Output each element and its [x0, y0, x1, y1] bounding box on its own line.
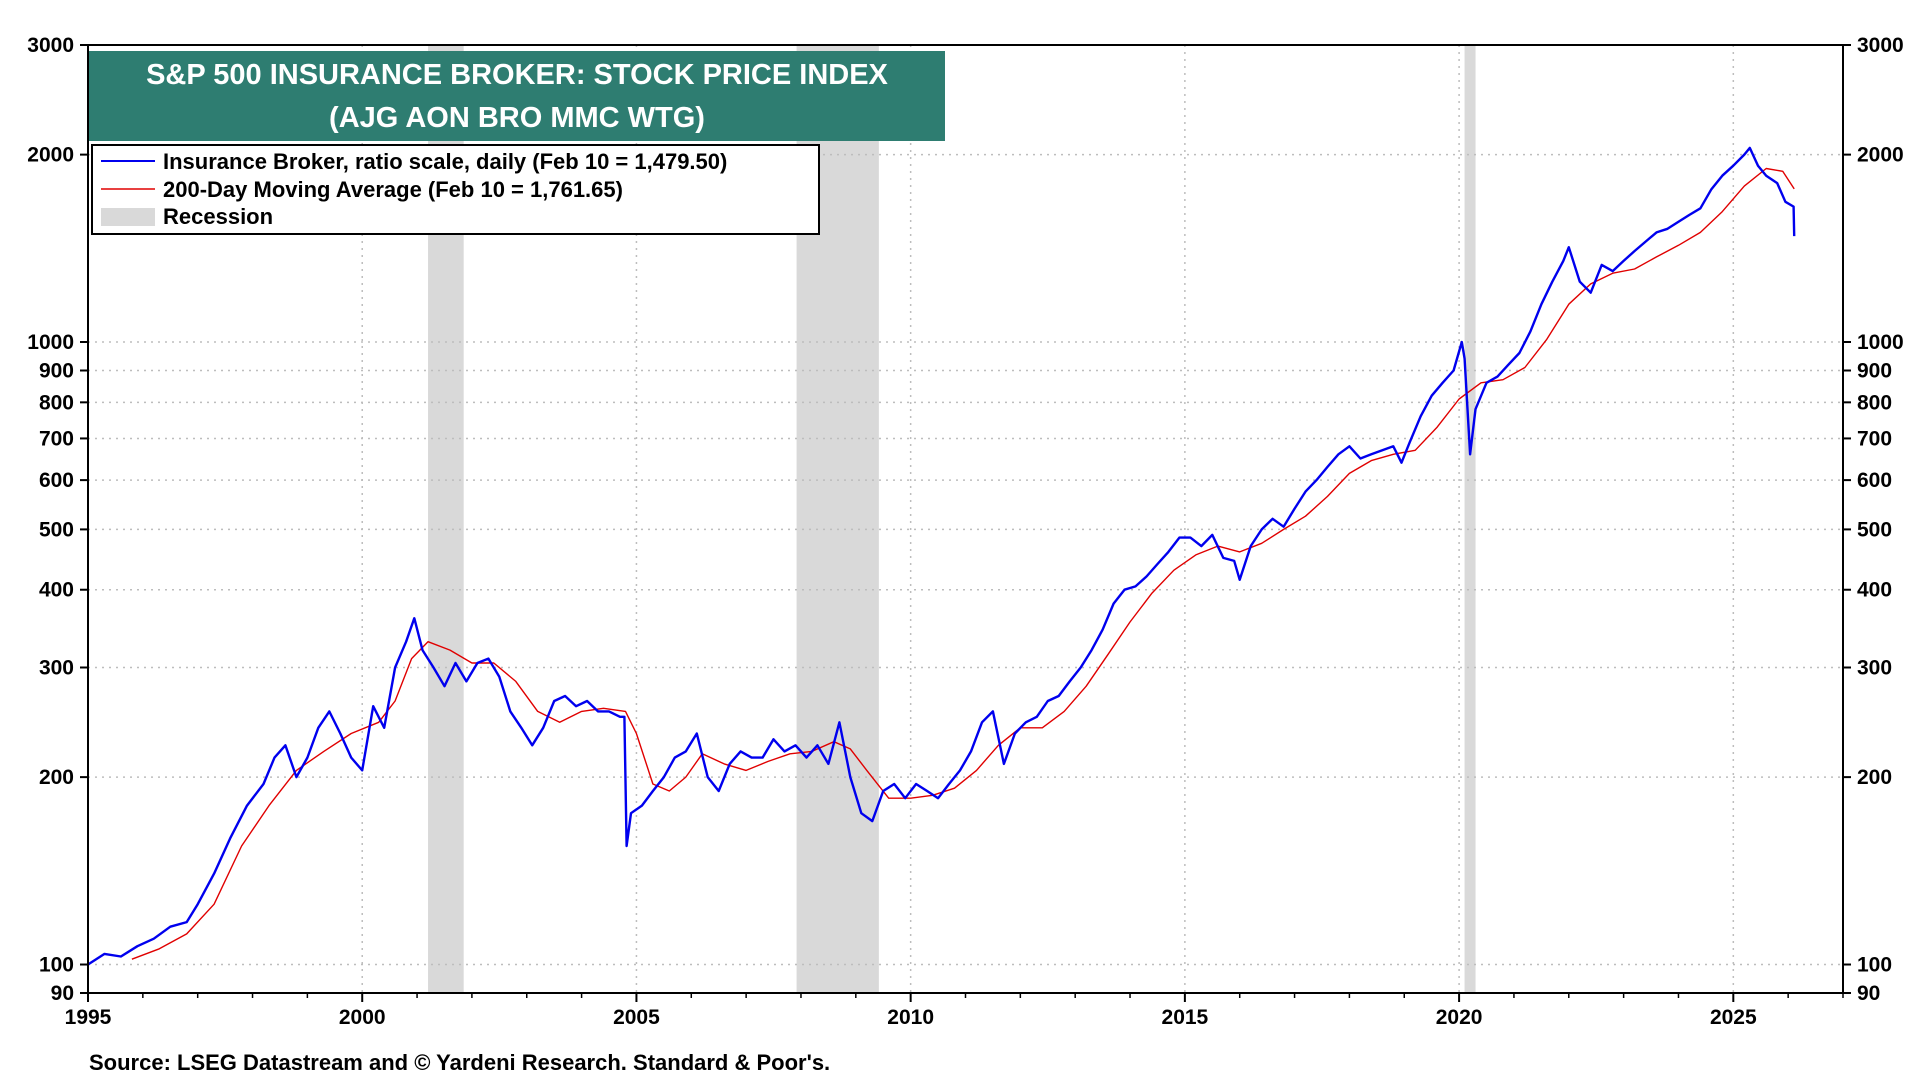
x-tick-label-2000: 2000 — [339, 1006, 386, 1029]
y-tick-label-right-1000: 1000 — [1857, 331, 1904, 354]
x-tick-label-2020: 2020 — [1436, 1006, 1483, 1029]
series-line-insurance-broker — [87, 146, 1796, 966]
y-tick-label-right-2000: 2000 — [1857, 144, 1904, 167]
y-tick-label-left-500: 500 — [39, 518, 74, 541]
axis-ticks: 1995 2000 2005 2010 2015 2020 2025 90 90 100 100 20… — [27, 34, 1903, 1029]
source-note: Source: LSEG Datastream and © Yardeni Re… — [89, 1050, 830, 1075]
chart-subtitle: (AJG AON BRO MMC WTG) — [329, 102, 705, 134]
y-tick-label-left-3000: 3000 — [27, 34, 74, 57]
y-tick-label-right-800: 800 — [1857, 391, 1892, 414]
y-tick-label-right-3000: 3000 — [1857, 34, 1904, 57]
y-tick-label-right-400: 400 — [1857, 579, 1892, 602]
y-tick-label-left-700: 700 — [39, 427, 74, 450]
legend: Insurance Broker, ratio scale, daily (Fe… — [91, 144, 820, 235]
y-tick-label-left-300: 300 — [39, 657, 74, 680]
legend-label-recession: Recession — [163, 204, 273, 229]
y-tick-label-left-900: 900 — [39, 359, 74, 382]
y-tick-label-right-100: 100 — [1857, 954, 1892, 977]
y-tick-label-left-2000: 2000 — [27, 144, 74, 167]
y-tick-label-right-700: 700 — [1857, 427, 1892, 450]
legend-label-ma: 200-Day Moving Average (Feb 10 = 1,761.6… — [163, 177, 623, 202]
series-lines — [87, 146, 1796, 966]
legend-swatch-recession — [101, 208, 155, 226]
chart-title: S&P 500 INSURANCE BROKER: STOCK PRICE IN… — [146, 59, 888, 91]
y-tick-label-left-90: 90 — [51, 982, 74, 1005]
y-tick-label-left-400: 400 — [39, 579, 74, 602]
y-tick-label-right-300: 300 — [1857, 657, 1892, 680]
y-tick-label-right-90: 90 — [1857, 982, 1880, 1005]
x-tick-label-1995: 1995 — [65, 1006, 112, 1029]
y-tick-label-left-600: 600 — [39, 469, 74, 492]
x-tick-label-2010: 2010 — [887, 1006, 934, 1029]
series-line-200-day-ma — [131, 167, 1795, 960]
y-tick-label-right-500: 500 — [1857, 518, 1892, 541]
y-tick-label-left-100: 100 — [39, 954, 74, 977]
y-tick-label-left-200: 200 — [39, 766, 74, 789]
title-box: S&P 500 INSURANCE BROKER: STOCK PRICE IN… — [89, 51, 945, 141]
x-tick-label-2005: 2005 — [613, 1006, 660, 1029]
y-tick-label-right-200: 200 — [1857, 766, 1892, 789]
x-tick-label-2015: 2015 — [1162, 1006, 1209, 1029]
title-background — [89, 51, 945, 141]
legend-frame — [91, 144, 820, 235]
y-tick-label-left-800: 800 — [39, 391, 74, 414]
recession-band-3 — [1464, 45, 1476, 993]
y-tick-label-left-1000: 1000 — [27, 331, 74, 354]
x-tick-label-2025: 2025 — [1710, 1006, 1757, 1029]
y-tick-label-right-600: 600 — [1857, 469, 1892, 492]
y-tick-label-right-900: 900 — [1857, 359, 1892, 382]
legend-label-broker: Insurance Broker, ratio scale, daily (Fe… — [163, 149, 727, 174]
